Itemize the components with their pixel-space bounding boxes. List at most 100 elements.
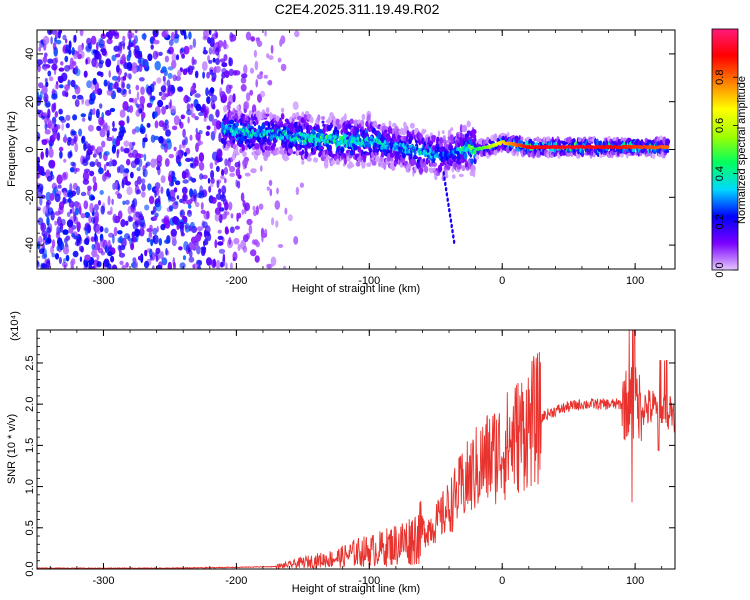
- noise-speckle: [85, 152, 91, 161]
- noise-speckle: [41, 85, 48, 95]
- noise-speckle: [103, 79, 108, 87]
- noise-speckle: [228, 201, 233, 211]
- noise-speckle: [138, 153, 144, 158]
- ridge-cell: [284, 156, 290, 161]
- ridge-core: [356, 136, 360, 141]
- noise-speckle: [212, 260, 216, 268]
- ridge-core: [298, 138, 301, 143]
- ridge-cell: [226, 142, 231, 147]
- noise-speckle: [225, 262, 228, 269]
- ridge-cell: [409, 122, 415, 129]
- noise-speckle: [103, 151, 110, 156]
- noise-speckle: [184, 35, 188, 40]
- noise-speckle: [158, 238, 162, 246]
- noise-speckle: [87, 185, 92, 191]
- noise-speckle: [51, 174, 55, 180]
- noise-speckle: [66, 211, 71, 217]
- ridge-cell: [403, 121, 407, 128]
- noise-speckle: [245, 31, 252, 41]
- noise-speckle: [252, 205, 256, 211]
- noise-speckle: [160, 223, 166, 231]
- noise-speckle: [136, 91, 140, 101]
- noise-speckle: [161, 66, 167, 73]
- noise-speckle: [258, 203, 264, 210]
- noise-speckle: [138, 108, 143, 114]
- noise-speckle: [119, 235, 123, 244]
- noise-speckle: [237, 243, 241, 251]
- noise-speckle: [229, 165, 236, 173]
- noise-speckle: [187, 204, 192, 209]
- ridge-core: [303, 139, 307, 144]
- noise-speckle: [230, 213, 234, 219]
- noise-speckle: [119, 126, 126, 133]
- noise-speckle: [89, 170, 95, 177]
- ridge-core: [434, 149, 438, 154]
- noise-speckle: [117, 193, 122, 199]
- noise-speckle: [136, 52, 143, 60]
- noise-speckle: [152, 227, 158, 235]
- noise-speckle: [134, 260, 139, 269]
- noise-speckle: [137, 255, 142, 261]
- noise-speckle: [138, 215, 145, 221]
- ridge-cell: [253, 122, 257, 127]
- noise-speckle: [90, 35, 97, 45]
- noise-speckle: [65, 254, 70, 262]
- noise-speckle: [134, 45, 140, 55]
- ridge-core: [338, 141, 341, 146]
- noise-speckle: [136, 103, 139, 108]
- noise-speckle: [92, 108, 96, 116]
- ridge-cell: [459, 132, 463, 136]
- noise-speckle: [116, 183, 121, 192]
- noise-speckle: [126, 54, 131, 62]
- noise-speckle: [228, 236, 232, 245]
- noise-speckle: [202, 174, 208, 180]
- noise-speckle: [152, 206, 157, 213]
- noise-speckle: [194, 93, 201, 98]
- noise-speckle: [44, 129, 51, 135]
- noise-speckle: [84, 237, 90, 245]
- noise-speckle: [219, 87, 223, 97]
- ridge-cell: [283, 122, 288, 127]
- noise-speckle: [165, 104, 169, 110]
- noise-speckle: [96, 41, 99, 51]
- ridge-cell: [301, 111, 305, 119]
- noise-speckle: [185, 225, 189, 230]
- noise-speckle: [57, 31, 61, 39]
- noise-speckle: [276, 187, 279, 195]
- noise-speckle: [105, 58, 112, 68]
- noise-speckle: [78, 245, 84, 252]
- ridge-cell: [666, 148, 669, 153]
- noise-speckle: [155, 202, 162, 212]
- ridge-core: [348, 136, 352, 141]
- noise-speckle: [106, 130, 110, 137]
- noise-speckle: [248, 224, 253, 235]
- noise-speckle: [57, 184, 62, 189]
- noise-speckle: [128, 152, 134, 158]
- noise-speckle: [74, 207, 79, 216]
- ridge-core: [323, 139, 326, 144]
- ridge-cell: [383, 162, 387, 170]
- colorbar-ticks: 0.0 0.2 0.4 0.6 0.8: [714, 70, 738, 278]
- noise-speckle: [277, 57, 282, 63]
- ridge-core: [429, 148, 432, 153]
- noise-speckle: [99, 190, 104, 195]
- ridge-core: [666, 145, 670, 149]
- noise-speckle: [120, 219, 126, 228]
- noise-speckle: [156, 154, 163, 164]
- ridge-cell: [289, 148, 294, 155]
- noise-speckle: [263, 74, 268, 79]
- noise-speckle: [271, 217, 275, 226]
- noise-speckle: [55, 231, 61, 239]
- streak-cell: [449, 218, 453, 223]
- noise-speckle: [102, 260, 109, 267]
- noise-speckle: [154, 189, 157, 198]
- colorbar-tick-label: 0.2: [714, 214, 726, 229]
- noise-speckle: [104, 245, 108, 254]
- noise-speckle: [209, 162, 214, 170]
- noise-speckle: [210, 177, 215, 185]
- ridge-cell: [501, 133, 505, 136]
- ridge-cell: [366, 162, 372, 167]
- noise-speckle: [256, 74, 263, 80]
- noise-speckle: [198, 190, 205, 199]
- noise-speckle: [127, 30, 133, 40]
